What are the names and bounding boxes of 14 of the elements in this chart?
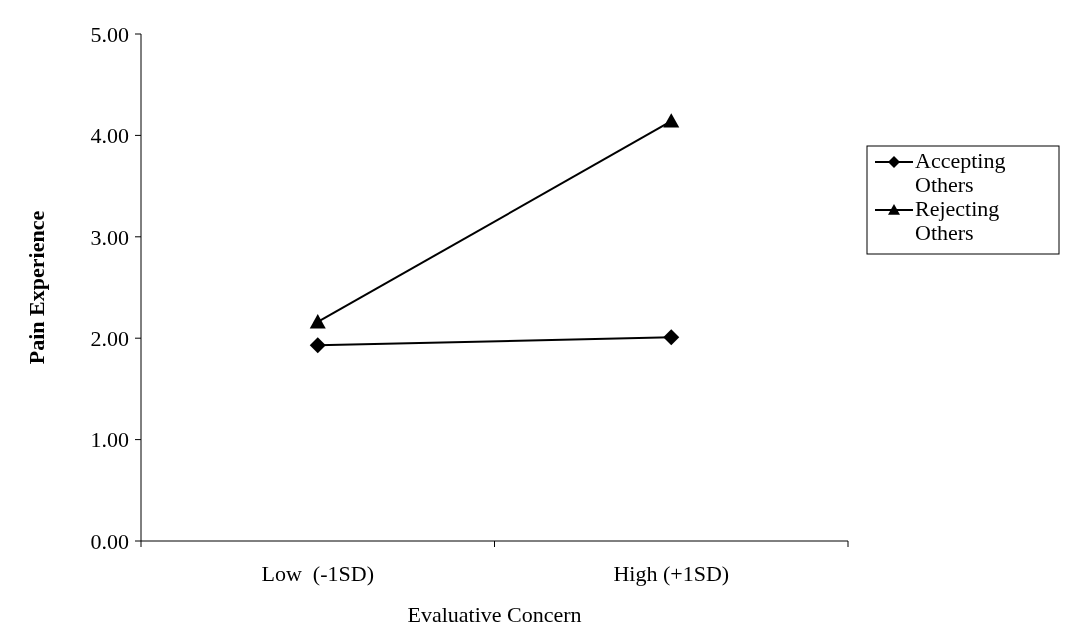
x-tick-label: High (+1SD) (613, 561, 730, 586)
y-tick-label: 3.00 (90, 224, 129, 250)
x-axis-title: Evaluative Concern (407, 602, 582, 627)
y-axis-title: Pain Experience (24, 210, 49, 365)
y-tick-label: 4.00 (90, 123, 129, 149)
point (309, 337, 326, 354)
legend-label: Accepting Others (915, 148, 1006, 197)
y-tick-label: 0.00 (90, 528, 129, 554)
y-tick-label: 2.00 (90, 325, 129, 351)
y-tick-label: 5.00 (90, 21, 129, 47)
x-tick-label: Low (-1SD) (261, 561, 374, 586)
point (663, 329, 680, 346)
y-tick-label: 1.00 (90, 427, 129, 453)
legend-label: Rejecting Others (915, 196, 1000, 245)
